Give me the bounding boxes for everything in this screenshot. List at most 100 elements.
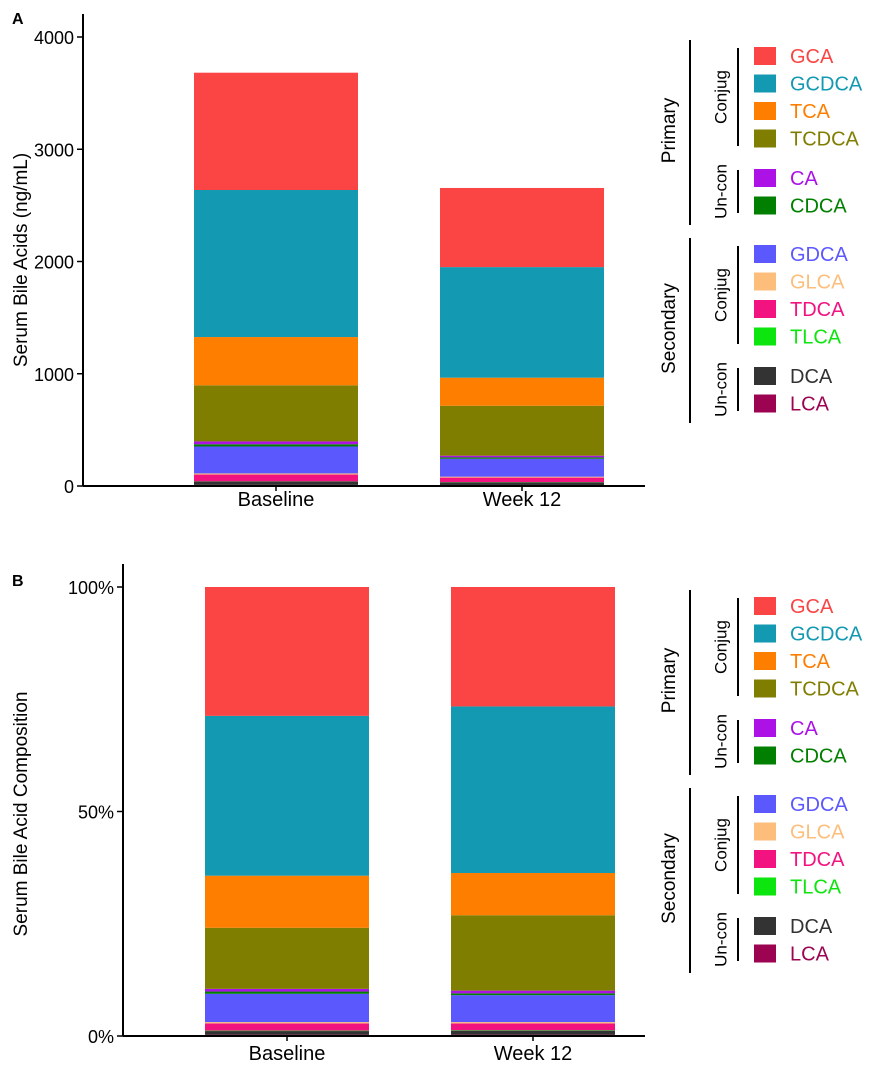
bar-segment-glca-baseline <box>194 473 358 475</box>
legend-swatch-dca <box>754 917 776 935</box>
legend: GCA GCDCA TCA TCDCA Conjug CA CDCA Un-con Primar… <box>659 590 863 973</box>
bar-segment-gca-week-12 <box>440 187 604 268</box>
bar-segment-ca-baseline <box>194 441 358 445</box>
bar-segment-gcdca-week-12 <box>440 267 604 378</box>
bar-segment-gcdca-baseline <box>205 715 369 876</box>
bar-segment-cdca-week-12 <box>451 993 615 996</box>
legend-group-label: Primary <box>659 647 680 713</box>
y-tick-label: 50% <box>78 803 114 823</box>
legend-swatch-tcdca <box>754 129 776 148</box>
legend-swatch-gdca <box>754 245 776 263</box>
bar-segment-gdca-week-12 <box>440 458 604 477</box>
legend-label-tcdca: TCDCA <box>790 129 860 151</box>
bar-segment-dca-week-12 <box>440 482 604 486</box>
x-tick-label: Baseline <box>249 1043 326 1065</box>
bar-segment-tdca-week-12 <box>451 1023 615 1031</box>
bar-segment-gca-baseline <box>205 587 369 716</box>
legend-swatch-tlca <box>754 877 776 896</box>
bar-segment-cdca-week-12 <box>440 457 604 459</box>
legend-label-cdca: CDCA <box>790 746 847 768</box>
x-tick-label: Baseline <box>238 489 315 511</box>
legend-subgroup-label: Un-con <box>711 912 730 967</box>
legend-label-ca: CA <box>790 718 818 740</box>
legend-label-gdca: GDCA <box>790 794 848 816</box>
legend-label-lca: LCA <box>790 944 830 966</box>
bar-segment-dca-week-12 <box>451 1030 615 1035</box>
y-tick-label: 0% <box>88 1027 114 1047</box>
legend-subgroup-label: Conjug <box>711 268 730 322</box>
bar-segment-glca-week-12 <box>440 476 604 478</box>
y-tick-label: 4000 <box>34 28 74 48</box>
x-tick-label: Week 12 <box>494 1043 573 1065</box>
legend-swatch-tcdca <box>754 679 776 698</box>
bar-segment-glca-baseline <box>205 1022 369 1024</box>
bar-segment-tdca-baseline <box>205 1023 369 1031</box>
legend-swatch-tca <box>754 102 776 120</box>
legend-swatch-glca <box>754 272 776 291</box>
legend-label-tca: TCA <box>790 651 831 673</box>
legend-subgroup-label: Un-con <box>711 714 730 769</box>
legend-swatch-gca <box>754 597 776 615</box>
y-tick-label: 2000 <box>34 253 74 273</box>
legend-swatch-tdca <box>754 850 776 868</box>
bar-segment-tcdca-baseline <box>205 927 369 989</box>
legend-swatch-cdca <box>754 746 776 765</box>
bar-segment-ca-baseline <box>205 988 369 992</box>
legend-label-gcdca: GCDCA <box>790 624 863 646</box>
legend-label-ca: CA <box>790 168 818 190</box>
bar-segment-tca-baseline <box>194 337 358 386</box>
bar-segment-tdca-week-12 <box>440 477 604 483</box>
bar-segment-tdca-baseline <box>194 474 358 482</box>
legend-label-tcdca: TCDCA <box>790 679 860 701</box>
panel-a: A Serum Bile Acids (ng/mL) Baseline Week 12… <box>11 11 863 511</box>
legend-swatch-gcdca <box>754 624 776 643</box>
legend-swatch-lca <box>754 394 776 413</box>
legend-label-gdca: GDCA <box>790 244 848 266</box>
bar-segment-gdca-baseline <box>205 993 369 1023</box>
legend-label-gca: GCA <box>790 596 834 618</box>
legend-swatch-tlca <box>754 327 776 346</box>
bar-segment-gdca-week-12 <box>451 995 615 1023</box>
bar-segment-dca-baseline <box>194 481 358 485</box>
legend-swatch-glca <box>754 822 776 841</box>
legend-swatch-tca <box>754 652 776 670</box>
bar-segment-tcdca-baseline <box>194 385 358 442</box>
bar-segment-dca-baseline <box>205 1031 369 1035</box>
legend-label-gcdca: GCDCA <box>790 74 863 96</box>
legend: GCA GCDCA TCA TCDCA Conjug CA CDCA Un-con Primar… <box>659 40 863 423</box>
legend-label-glca: GLCA <box>790 272 845 294</box>
bar-segment-tca-baseline <box>205 875 369 928</box>
legend-subgroup-label: Conjug <box>711 620 730 674</box>
y-tick-label: 1000 <box>34 365 74 385</box>
x-tick-label: Week 12 <box>483 489 562 511</box>
y-tick-label: 3000 <box>34 140 74 160</box>
legend-label-tdca: TDCA <box>790 299 845 321</box>
legend-label-glca: GLCA <box>790 822 845 844</box>
bar-segment-gcdca-baseline <box>194 189 358 338</box>
legend-label-tdca: TDCA <box>790 849 845 871</box>
bar-segment-ca-week-12 <box>440 455 604 458</box>
legend-swatch-ca <box>754 169 776 187</box>
bar-segment-gca-week-12 <box>451 587 615 707</box>
legend-swatch-gdca <box>754 795 776 813</box>
panel-b: B Serum Bile Acid Composition Baseline Week… <box>11 564 863 1065</box>
legend-swatch-lca <box>754 944 776 963</box>
legend-swatch-cdca <box>754 196 776 215</box>
legend-group-label: Primary <box>659 97 680 163</box>
panel-label: A <box>12 11 24 28</box>
legend-label-tlca: TLCA <box>790 327 842 349</box>
bar-segment-glca-week-12 <box>451 1022 615 1024</box>
bar-segment-cdca-baseline <box>205 991 369 994</box>
legend-group-label: Secondary <box>659 833 680 924</box>
legend-subgroup-label: Un-con <box>711 164 730 219</box>
bar-segment-ca-week-12 <box>451 990 615 994</box>
legend-subgroup-label: Conjug <box>711 70 730 124</box>
bar-segment-gca-baseline <box>194 72 358 190</box>
legend-label-dca: DCA <box>790 366 833 388</box>
legend-subgroup-label: Un-con <box>711 362 730 417</box>
y-tick-label: 0 <box>64 477 74 497</box>
bar-segment-cdca-baseline <box>194 444 358 447</box>
bar-segment-tcdca-week-12 <box>451 915 615 991</box>
legend-subgroup-label: Conjug <box>711 818 730 872</box>
